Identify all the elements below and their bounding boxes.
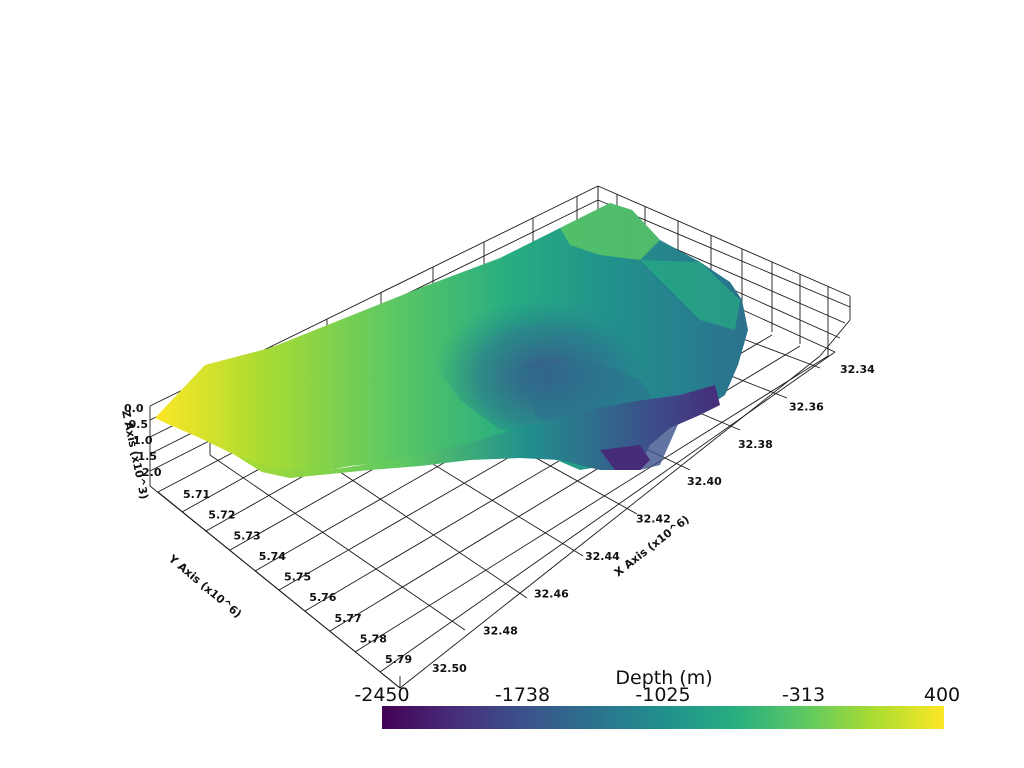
x-tick-label: 32.36: [789, 400, 824, 413]
y-tick-label: 5.79: [385, 653, 412, 666]
y-tick-label: 5.73: [234, 529, 261, 542]
y-tick-label: 5.76: [309, 591, 336, 604]
colorbar-gradient: [382, 706, 944, 729]
x-tick-label: 32.40: [687, 475, 722, 488]
y-axis-title: Y Axis (x10^6): [165, 552, 244, 621]
y-tick-label: 5.75: [284, 571, 311, 584]
y-tick-label: 5.77: [335, 612, 362, 625]
x-axis-ticks: 32.34 32.36 32.38 32.40 32.42 32.44 32.46 32.48…: [432, 363, 875, 675]
colorbar-tick-label: -313: [782, 684, 825, 706]
colorbar-tick-label: 400: [924, 684, 960, 706]
colorbar-tick-label: -2450: [354, 684, 409, 706]
colorbar: Depth (m) -2450 -1738 -1025 -313 400: [354, 667, 960, 729]
z-tick-label: 0.0: [124, 402, 144, 415]
z-axis-ticks: 0.0 0.5 1.0 1.5 2.0: [124, 402, 162, 479]
y-tick-label: 5.74: [259, 550, 286, 563]
depth-surface[interactable]: [155, 203, 748, 478]
colorbar-tick-label: -1025: [635, 684, 690, 706]
colorbar-tick-label: -1738: [495, 684, 550, 706]
colorbar-ticks: -2450 -1738 -1025 -313 400: [354, 684, 960, 706]
z-tick-label: 1.0: [133, 434, 153, 447]
x-tick-label: 32.42: [636, 513, 671, 526]
x-tick-label: 32.50: [432, 662, 467, 675]
y-tick-label: 5.72: [208, 509, 235, 522]
y-tick-label: 5.71: [183, 488, 210, 501]
colorbar-title: Depth (m): [615, 667, 712, 689]
x-tick-label: 32.46: [534, 587, 569, 600]
x-tick-label: 32.48: [483, 625, 518, 638]
y-axis-ticks: 5.71 5.72 5.73 5.74 5.75 5.76 5.77 5.78 5.79: [183, 488, 412, 666]
x-tick-label: 32.44: [585, 550, 620, 563]
z-tick-label: 2.0: [142, 466, 162, 479]
x-tick-label: 32.38: [738, 438, 773, 451]
x-tick-label: 32.34: [840, 363, 875, 376]
y-tick-label: 5.78: [360, 632, 387, 645]
z-tick-label: 0.5: [129, 418, 149, 431]
z-tick-label: 1.5: [138, 450, 158, 463]
